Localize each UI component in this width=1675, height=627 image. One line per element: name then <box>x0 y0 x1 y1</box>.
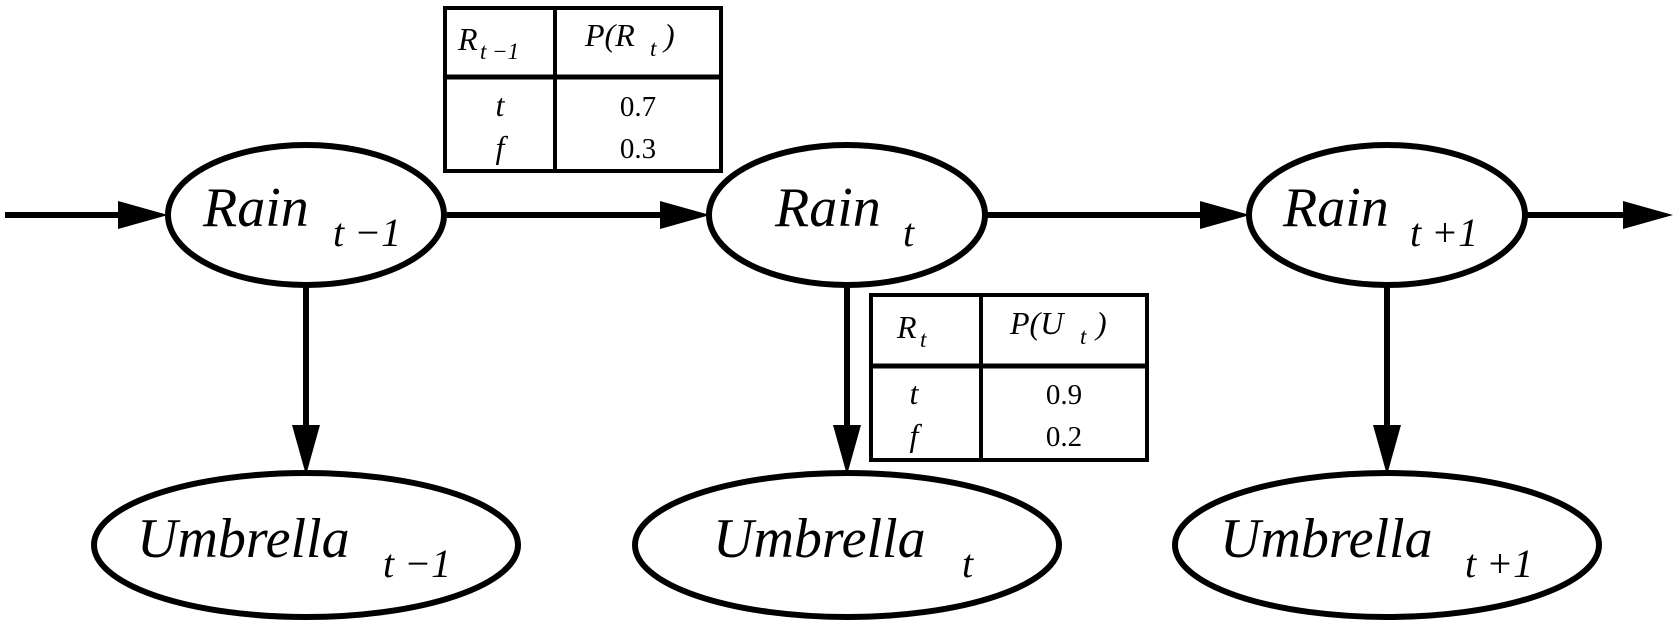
arrowhead-rain-prev-rain-t <box>660 201 710 229</box>
table-border <box>443 6 723 173</box>
node-label: Rain <box>1282 177 1389 239</box>
table-row-value: 0.7 <box>620 91 656 123</box>
table-border <box>869 293 1149 462</box>
table-row-key: t <box>496 87 506 123</box>
header-subscript: t <box>920 327 927 352</box>
node-subscript: t +1 <box>1465 541 1533 586</box>
node-label: Umbrella <box>1220 508 1433 570</box>
node-ellipse <box>165 142 447 288</box>
node-subscript: t −1 <box>333 210 401 255</box>
table-row-value: 0.9 <box>1046 379 1082 411</box>
arrowhead-rain-next-umb-next <box>1373 425 1401 475</box>
arrowhead-rain-prev-umb-prev <box>292 425 320 475</box>
header-suffix: ) <box>1094 305 1107 341</box>
node-umbrella-t: Umbrella t <box>632 470 1062 620</box>
table-header-cell: P(R t ) <box>584 17 675 61</box>
header-base: R <box>896 309 917 345</box>
edges <box>5 201 1673 475</box>
header-prefix: P(U <box>1009 305 1065 341</box>
node-label: Rain <box>202 177 309 239</box>
table-header-cell: R t −1 <box>457 21 519 64</box>
header-prefix: P(R <box>584 17 635 53</box>
node-ellipse <box>706 142 988 288</box>
node-ellipse <box>632 470 1062 620</box>
node-subscript: t +1 <box>1410 210 1478 255</box>
arrowhead-out-rain-next <box>1623 201 1673 229</box>
table-row-value: 0.3 <box>620 133 656 165</box>
node-subscript: t −1 <box>383 541 451 586</box>
node-rain-t: Rain t <box>706 142 988 288</box>
arrowhead-rain-t-rain-next <box>1200 201 1250 229</box>
header-subscript: t −1 <box>480 39 519 64</box>
table-row-value: 0.2 <box>1046 421 1082 453</box>
header-suffix: ) <box>662 17 675 53</box>
table-header-cell: R t <box>896 309 927 352</box>
arrowhead-rain-t-umb-t <box>833 425 861 475</box>
table-header-cell: P(U t ) <box>1009 305 1107 349</box>
transition-cpt-table: R t −1 P(R t ) t 0.7 f 0.3 <box>443 6 723 173</box>
node-rain-t-plus-1: Rain t +1 <box>1246 142 1528 288</box>
node-subscript: t <box>903 210 915 255</box>
table-row-key: t <box>910 375 920 411</box>
node-umbrella-t-minus-1: Umbrella t −1 <box>91 470 521 620</box>
header-subscript: t <box>650 36 657 61</box>
node-rain-t-minus-1: Rain t −1 <box>165 142 447 288</box>
sensor-cpt-table: R t P(U t ) t 0.9 f 0.2 <box>869 293 1149 462</box>
node-label: Umbrella <box>713 508 926 570</box>
node-umbrella-t-plus-1: Umbrella t +1 <box>1172 470 1602 620</box>
header-base: R <box>457 21 478 57</box>
node-label: Rain <box>774 177 881 239</box>
node-label: Umbrella <box>137 508 350 570</box>
node-ellipse <box>91 470 521 620</box>
node-ellipse <box>1246 142 1528 288</box>
node-ellipse <box>1172 470 1602 620</box>
header-subscript: t <box>1080 324 1087 349</box>
arrowhead-in-rain-prev <box>118 201 168 229</box>
node-subscript: t <box>962 541 974 586</box>
